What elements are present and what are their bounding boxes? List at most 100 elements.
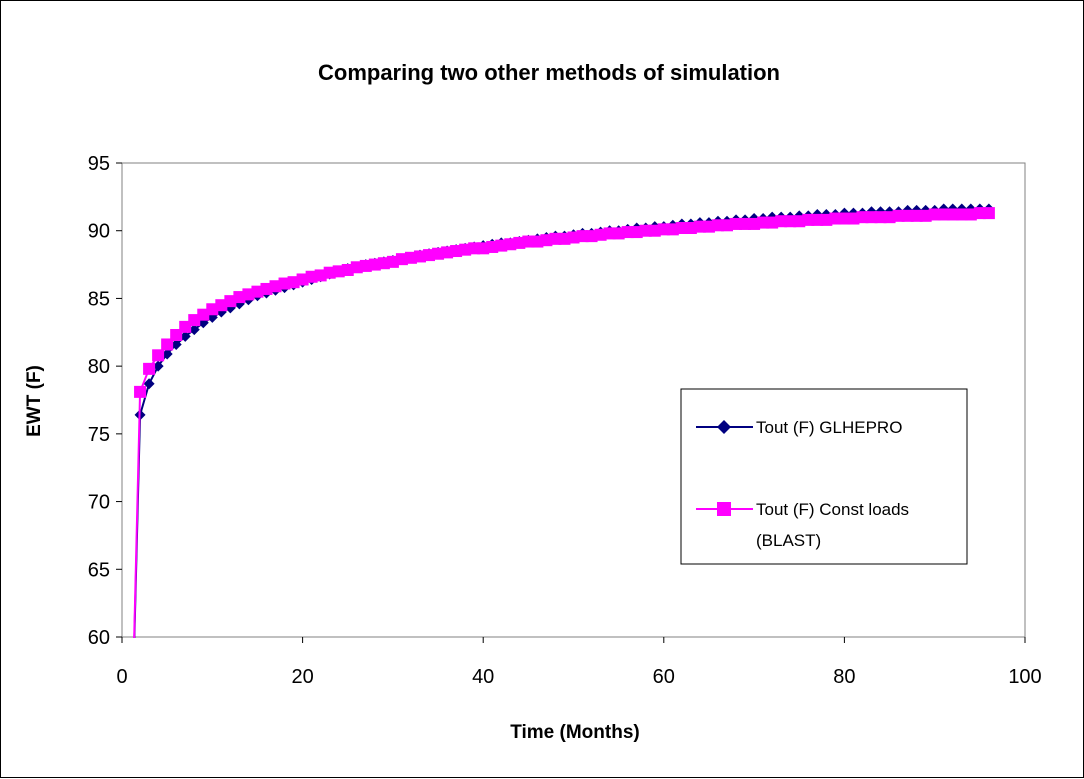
data-point-blast [675, 222, 688, 235]
data-point-blast [684, 222, 697, 235]
data-point-blast [450, 245, 463, 258]
data-point-blast [495, 239, 508, 252]
legend-label-glhepro: Tout (F) GLHEPRO [756, 418, 902, 437]
data-point-blast [432, 247, 445, 260]
legend-marker-diamond [717, 420, 731, 434]
data-point-blast [748, 217, 761, 230]
data-point-blast [251, 285, 264, 298]
data-point-blast [260, 282, 273, 295]
legend-label-blast-line1: Tout (F) Const loads [756, 500, 909, 519]
data-point-blast [793, 215, 806, 228]
legend-label-blast-line2: (BLAST) [756, 531, 821, 550]
y-tick-label: 95 [88, 153, 110, 175]
legend-box [680, 388, 968, 565]
y-axis-title: EWT (F) [24, 365, 45, 437]
data-point-blast [603, 227, 616, 240]
y-tick-label: 65 [88, 559, 110, 581]
data-point-blast [287, 276, 300, 289]
data-point-blast [143, 362, 156, 375]
data-point-blast [982, 207, 995, 220]
data-point-blast [134, 385, 147, 398]
y-tick-label: 60 [88, 627, 110, 649]
data-point-blast [296, 273, 309, 286]
data-point-blast [188, 314, 201, 327]
data-point-glhepro [143, 378, 155, 390]
data-point-blast [513, 236, 526, 249]
data-point-blast [386, 255, 399, 268]
data-point-blast [648, 224, 661, 237]
data-point-blast [558, 232, 571, 245]
data-point-blast [486, 240, 499, 253]
data-point-blast [585, 230, 598, 243]
data-point-blast [730, 217, 743, 230]
data-point-blast [269, 280, 282, 293]
data-point-blast [161, 338, 174, 351]
x-axis-title: Time (Months) [510, 722, 639, 743]
data-point-blast [757, 216, 770, 229]
data-point-blast [459, 243, 472, 256]
data-point-blast [359, 259, 372, 272]
y-tick-label: 70 [88, 492, 110, 514]
data-point-blast [856, 211, 869, 224]
data-point-blast [423, 249, 436, 262]
data-point-blast [892, 209, 905, 222]
data-point-blast [621, 226, 634, 239]
data-point-blast [739, 217, 752, 230]
data-point-blast [775, 215, 788, 228]
data-point-blast [368, 258, 381, 271]
data-point-blast [721, 219, 734, 232]
data-point-blast [630, 226, 643, 239]
data-point-blast [802, 213, 815, 226]
data-point-blast [477, 242, 490, 255]
data-point-blast [170, 328, 183, 341]
data-point-blast [305, 270, 318, 283]
data-point-blast [314, 269, 327, 282]
data-point-blast [567, 231, 580, 244]
legend-marker-square [717, 502, 731, 516]
data-point-blast [468, 242, 481, 255]
data-point-blast [179, 320, 192, 333]
data-point-blast [224, 295, 237, 308]
data-point-blast [531, 235, 544, 248]
series-layer [133, 203, 995, 638]
data-point-blast [441, 246, 454, 259]
data-point-blast [811, 213, 824, 226]
legend: Tout (F) GLHEPRO Tout (F) Const loads (B… [680, 388, 968, 565]
data-point-blast [278, 277, 291, 290]
data-point-blast [919, 209, 932, 222]
data-point-blast [549, 232, 562, 245]
data-point-blast [341, 263, 354, 276]
x-tick-label: 20 [291, 666, 313, 688]
data-point-blast [233, 291, 246, 304]
y-tick-label: 85 [88, 288, 110, 310]
data-point-blast [910, 209, 923, 222]
data-point-blast [702, 220, 715, 233]
data-point-glhepro [188, 324, 200, 336]
data-point-blast [657, 223, 670, 236]
data-point-blast [332, 265, 345, 278]
data-point-blast [928, 208, 941, 221]
data-point-blast [639, 224, 652, 237]
data-point-blast [215, 299, 228, 312]
data-point-blast [820, 213, 833, 226]
data-point-blast [766, 216, 779, 229]
data-point-blast [711, 219, 724, 232]
data-point-blast [323, 266, 336, 279]
y-tick-label: 90 [88, 221, 110, 243]
x-tick-label: 80 [833, 666, 855, 688]
data-point-blast [883, 211, 896, 224]
data-point-blast [413, 250, 426, 263]
data-point-blast [946, 208, 959, 221]
data-point-blast [784, 215, 797, 228]
y-tick-label: 75 [88, 424, 110, 446]
data-point-glhepro [152, 360, 164, 372]
data-point-blast [955, 208, 968, 221]
data-point-blast [874, 211, 887, 224]
y-tick-label: 80 [88, 356, 110, 378]
data-point-blast [152, 349, 165, 362]
data-point-blast [666, 223, 679, 236]
data-point-blast [829, 212, 842, 225]
x-axis: 0 20 40 60 80 100 [116, 637, 1042, 688]
data-point-blast [612, 227, 625, 240]
